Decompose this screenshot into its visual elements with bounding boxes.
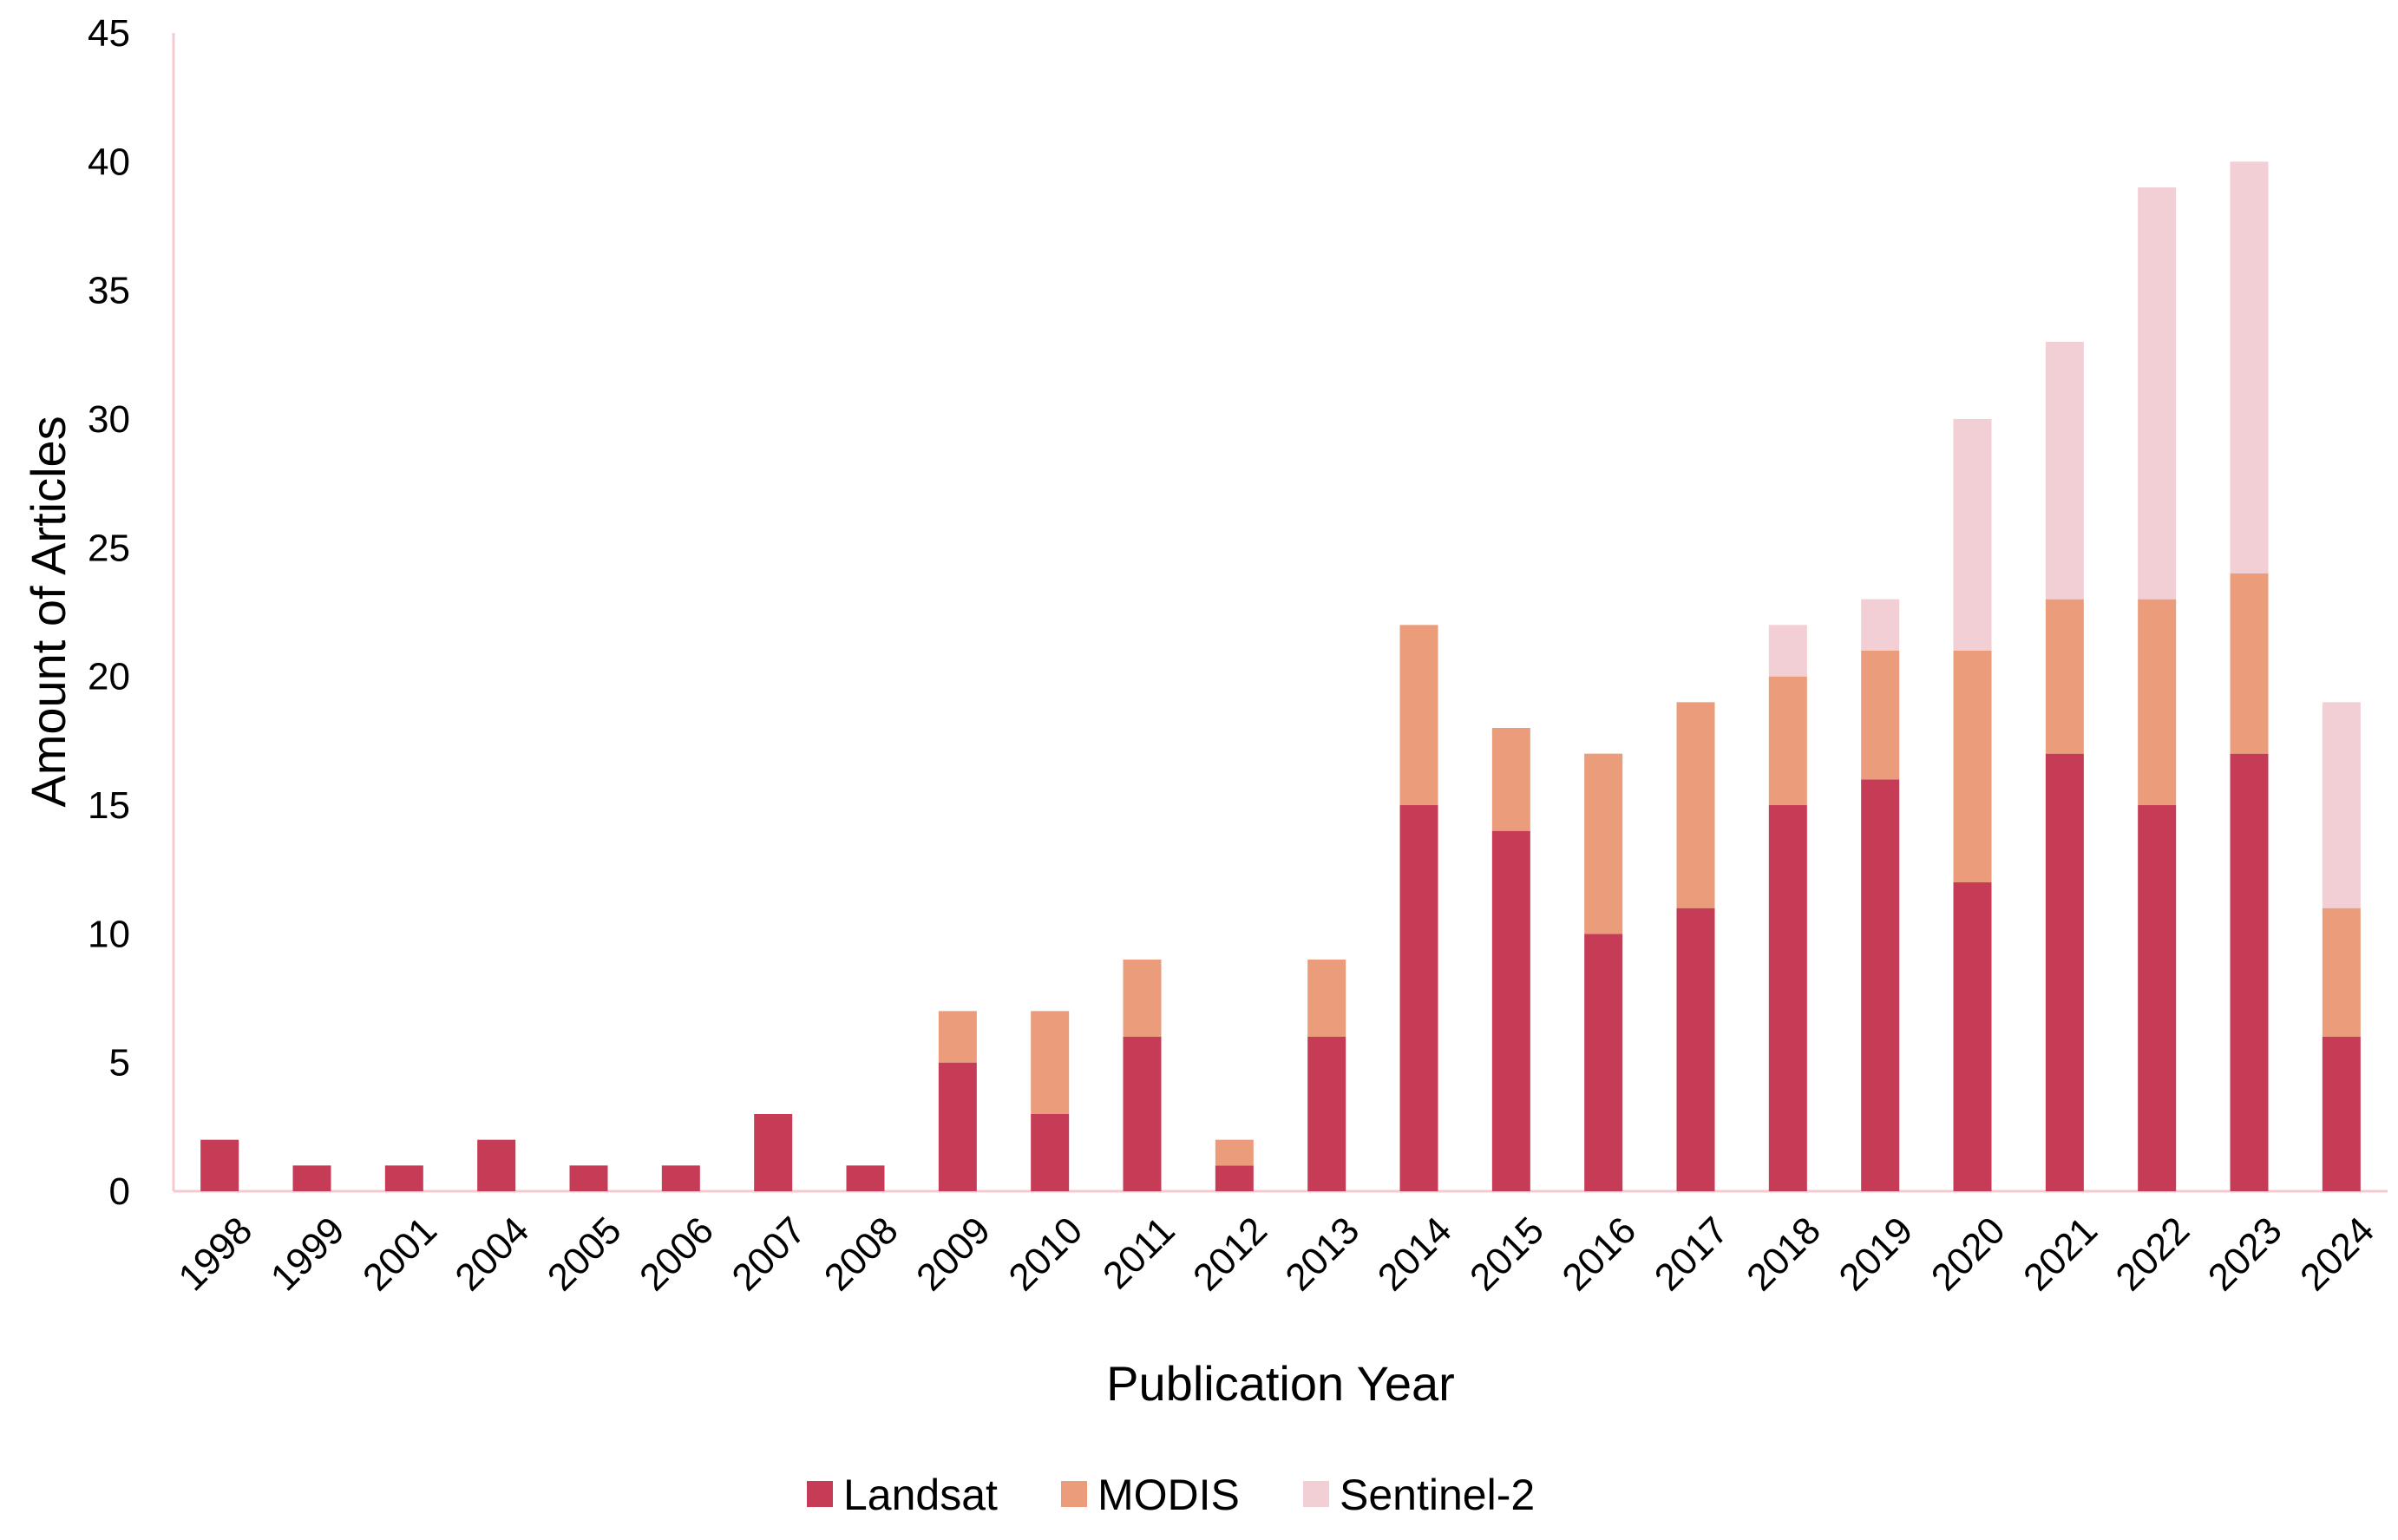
bar-segment-modis-2014 <box>1399 625 1438 805</box>
bar-segment-landsat-1998 <box>200 1139 239 1191</box>
bar-segment-modis-2023 <box>2230 573 2269 754</box>
x-tick-label: 2007 <box>724 1209 814 1299</box>
x-tick-label: 1998 <box>170 1209 260 1299</box>
x-tick-label: 2014 <box>1370 1209 1460 1299</box>
bar-segment-landsat-1999 <box>292 1165 331 1191</box>
x-axis: 1998 1999 2001 2004 2005 2006 2007 2008 2009 2010… <box>170 1189 2388 1299</box>
bar-segment-modis-2013 <box>1307 960 1346 1037</box>
y-tick-label: 40 <box>88 141 130 183</box>
y-axis-title: Amount of Articles <box>21 416 75 807</box>
bar-segment-modis-2018 <box>1768 676 1807 805</box>
bar-segment-landsat-2012 <box>1215 1165 1254 1191</box>
x-tick-label: 2022 <box>2107 1209 2198 1299</box>
bar-segment-landsat-2016 <box>1584 934 1623 1191</box>
x-tick-label: 2016 <box>1554 1209 1644 1299</box>
bar-segment-landsat-2023 <box>2230 753 2269 1191</box>
bar-segment-modis-2020 <box>1953 651 1992 882</box>
x-tick-label: 2008 <box>816 1209 907 1299</box>
x-tick-label: 2006 <box>632 1209 722 1299</box>
y-tick-label: 25 <box>88 527 130 569</box>
bar-segment-sentinel-2-2020 <box>1953 419 1992 651</box>
bar-segment-landsat-2010 <box>1031 1114 1070 1191</box>
bar-segment-landsat-2005 <box>569 1165 608 1191</box>
y-tick-label: 10 <box>88 913 130 955</box>
bar-segment-modis-2012 <box>1215 1139 1254 1166</box>
y-tick-label: 45 <box>88 12 130 55</box>
bar-segment-sentinel-2-2022 <box>2138 187 2177 600</box>
y-tick-label: 15 <box>88 784 130 827</box>
bar-segment-landsat-2017 <box>1676 908 1715 1191</box>
x-tick-label: 2024 <box>2292 1209 2382 1299</box>
legend-swatch-sentinel-2 <box>1303 1481 1329 1507</box>
bar-segment-modis-2019 <box>1861 651 1900 780</box>
bar-segment-landsat-2018 <box>1768 805 1807 1191</box>
x-tick-label: 2004 <box>447 1209 537 1299</box>
x-axis-title: Publication Year <box>1106 1356 1455 1411</box>
x-tick-label: 2015 <box>1462 1209 1552 1299</box>
x-tick-label: 2011 <box>1095 1209 1183 1297</box>
bar-segment-modis-2024 <box>2322 908 2361 1037</box>
bar-segment-landsat-2014 <box>1399 805 1438 1191</box>
x-tick-label: 2013 <box>1277 1209 1367 1299</box>
bar-segment-sentinel-2-2024 <box>2322 702 2361 908</box>
bar-segment-modis-2015 <box>1491 728 1530 831</box>
bar-segment-landsat-2020 <box>1953 882 1992 1191</box>
bar-segment-sentinel-2-2018 <box>1768 625 1807 677</box>
x-tick-label: 2012 <box>1185 1209 1275 1299</box>
legend-swatch-modis <box>1061 1481 1087 1507</box>
x-tick-label: 2021 <box>2015 1209 2106 1299</box>
y-tick-label: 5 <box>109 1042 130 1085</box>
bar-segment-sentinel-2-2023 <box>2230 161 2269 574</box>
bar-segment-modis-2021 <box>2045 599 2084 754</box>
y-tick-label: 30 <box>88 398 130 441</box>
y-tick-label: 0 <box>109 1170 130 1213</box>
bar-segment-landsat-2008 <box>846 1165 885 1191</box>
x-tick-label: 2010 <box>1000 1209 1091 1299</box>
bar-segment-landsat-2001 <box>384 1165 423 1191</box>
bar-segment-landsat-2021 <box>2045 753 2084 1191</box>
legend-swatch-landsat <box>807 1481 833 1507</box>
legend-label-sentinel-2: Sentinel-2 <box>1340 1471 1535 1519</box>
x-tick-label: 2005 <box>540 1209 630 1299</box>
x-tick-label: 2009 <box>908 1209 999 1299</box>
bar-segment-landsat-2009 <box>938 1062 977 1191</box>
bar-segment-landsat-2007 <box>754 1114 793 1191</box>
x-tick-label: 2020 <box>1923 1209 2014 1299</box>
bar-segment-landsat-2013 <box>1307 1037 1346 1191</box>
bar-segment-landsat-2019 <box>1861 779 1900 1191</box>
x-tick-labels: 1998 1999 2001 2004 2005 2006 2007 2008 2009 2010… <box>170 1209 2382 1299</box>
bar-segment-modis-2022 <box>2138 599 2177 805</box>
bar-segment-landsat-2024 <box>2322 1037 2361 1191</box>
bar-segment-landsat-2011 <box>1123 1037 1162 1191</box>
bar-segment-sentinel-2-2019 <box>1861 599 1900 651</box>
x-tick-label: 2001 <box>355 1209 445 1299</box>
x-tick-label: 1999 <box>263 1209 353 1299</box>
legend: Landsat MODIS Sentinel-2 <box>807 1471 1535 1519</box>
bar-segment-landsat-2022 <box>2138 805 2177 1191</box>
bar-segment-sentinel-2-2021 <box>2045 342 2084 600</box>
bars <box>200 161 2361 1191</box>
y-tick-label: 20 <box>88 656 130 698</box>
bar-segment-modis-2010 <box>1031 1011 1070 1114</box>
y-axis: 0 5 10 15 20 25 30 35 40 45 <box>88 12 175 1213</box>
y-tick-labels: 0 5 10 15 20 25 30 35 40 45 <box>88 12 130 1213</box>
y-tick-label: 35 <box>88 270 130 312</box>
x-tick-label: 2018 <box>1739 1209 1829 1299</box>
bar-segment-modis-2011 <box>1123 960 1162 1037</box>
x-tick-label: 2017 <box>1647 1209 1737 1299</box>
bar-segment-landsat-2006 <box>661 1165 700 1191</box>
bar-segment-modis-2016 <box>1584 753 1623 934</box>
legend-label-modis: MODIS <box>1097 1471 1240 1519</box>
bar-segment-landsat-2004 <box>477 1139 516 1191</box>
legend-label-landsat: Landsat <box>843 1471 998 1519</box>
bar-segment-landsat-2015 <box>1491 830 1530 1191</box>
x-tick-label: 2023 <box>2200 1209 2290 1299</box>
bar-segment-modis-2009 <box>938 1011 977 1063</box>
bar-segment-modis-2017 <box>1676 702 1715 908</box>
x-tick-label: 2019 <box>1831 1209 1921 1299</box>
